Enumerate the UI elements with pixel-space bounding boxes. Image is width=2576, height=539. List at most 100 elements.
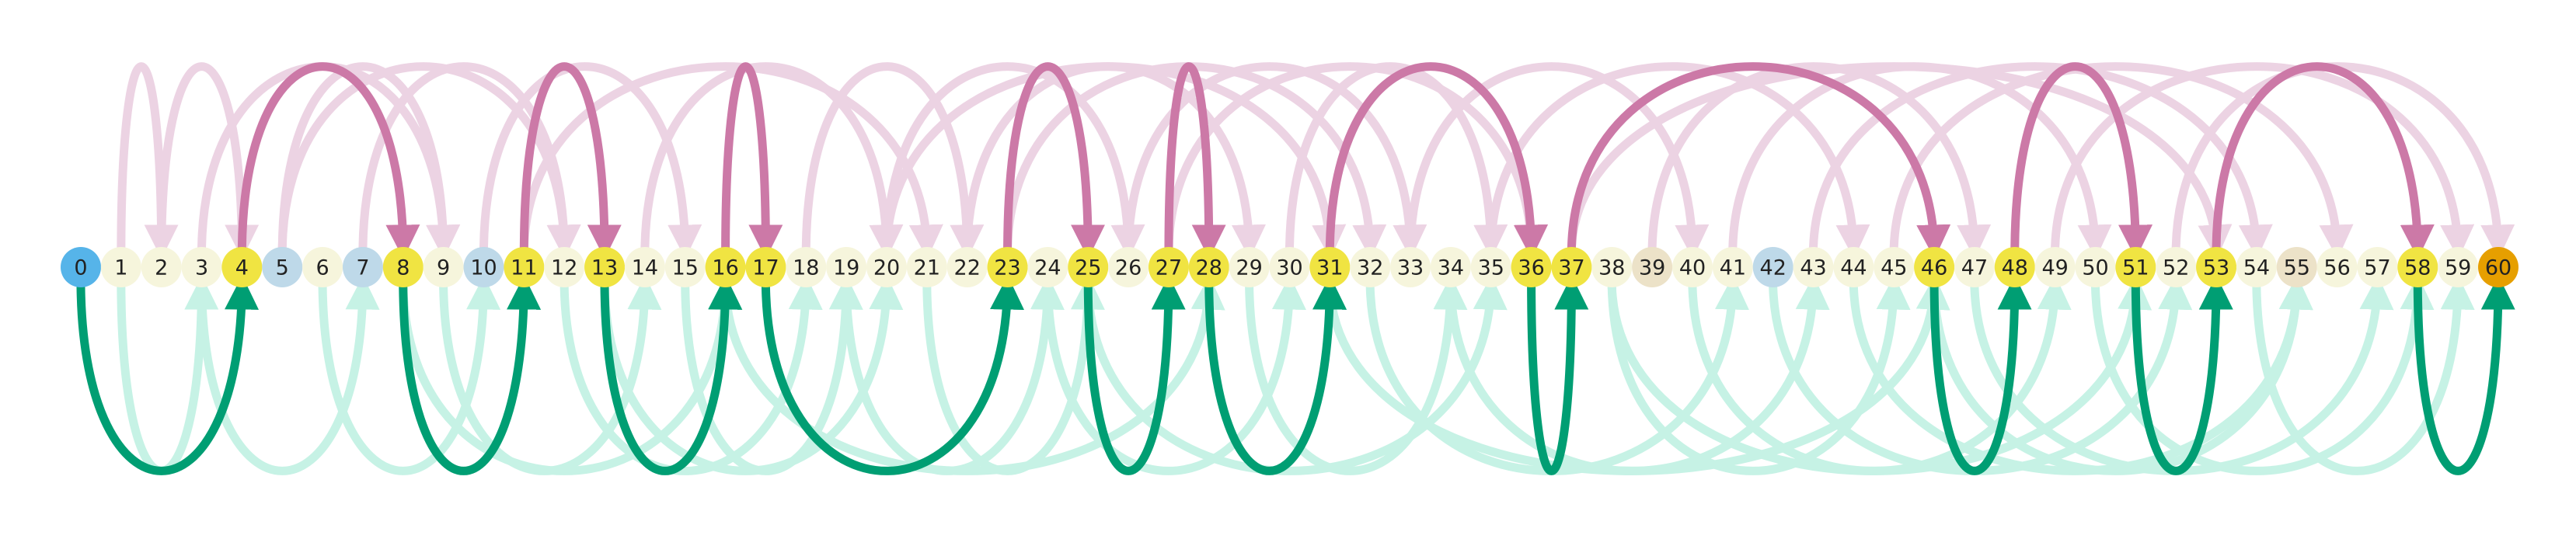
node-circle <box>1712 247 1753 287</box>
node-11: 11 <box>504 247 545 287</box>
node-circle <box>1511 247 1552 287</box>
node-circle <box>866 247 907 287</box>
nodes: 0 1 2 3 4 5 6 7 8 9 10 11 12 13 14 15 16 17 18 19 20 21 22 23 24… <box>61 247 2518 287</box>
background-edge-6-10 <box>318 275 501 475</box>
background-edges <box>117 62 2515 475</box>
node-circle <box>262 247 303 287</box>
node-label: 42 <box>1760 256 1786 280</box>
node-2: 2 <box>141 247 182 287</box>
node-label: 27 <box>1156 256 1182 280</box>
node-55: 55 <box>2276 247 2317 287</box>
node-27: 27 <box>1148 247 1189 287</box>
node-14: 14 <box>624 247 665 287</box>
node-circle <box>544 247 585 287</box>
node-circle <box>2196 247 2237 287</box>
node-circle <box>463 247 504 287</box>
node-label: 9 <box>437 256 450 280</box>
node-label: 1 <box>114 256 127 280</box>
node-label: 10 <box>470 256 497 280</box>
node-46: 46 <box>1914 247 1955 287</box>
node-label: 50 <box>2082 256 2108 280</box>
path-edge-51-53 <box>2131 275 2233 475</box>
background-edge-1-2 <box>117 62 179 259</box>
node-22: 22 <box>946 247 988 287</box>
node-circle <box>1994 247 2035 287</box>
node-circle <box>664 247 706 287</box>
background-edge-5-9 <box>277 62 461 259</box>
node-label: 46 <box>1921 256 1947 280</box>
path-edge-17-23 <box>761 275 1024 475</box>
node-40: 40 <box>1672 247 1713 287</box>
node-circle <box>100 247 141 287</box>
node-circle <box>1309 247 1351 287</box>
node-circle <box>987 247 1028 287</box>
node-circle <box>906 247 947 287</box>
node-circle <box>382 247 424 287</box>
node-circle <box>1752 247 1793 287</box>
node-circle <box>1350 247 1391 287</box>
node-circle <box>302 247 343 287</box>
path-edge-27-28 <box>1164 62 1226 259</box>
node-circle <box>1591 247 1633 287</box>
node-45: 45 <box>1874 247 1915 287</box>
node-circle <box>181 247 222 287</box>
node-label: 52 <box>2163 256 2189 280</box>
node-4: 4 <box>221 247 263 287</box>
node-24: 24 <box>1027 247 1068 287</box>
background-edge-38-51 <box>1607 275 2152 475</box>
node-circle <box>2156 247 2197 287</box>
node-label: 60 <box>2485 256 2512 280</box>
node-label: 24 <box>1034 256 1061 280</box>
node-label: 54 <box>2243 256 2270 280</box>
background-edge-3-7 <box>197 275 380 475</box>
background-edge-46-55 <box>1929 275 2313 475</box>
node-8: 8 <box>382 247 424 287</box>
node-label: 39 <box>1639 256 1665 280</box>
node-label: 36 <box>1518 256 1544 280</box>
node-circle <box>221 247 263 287</box>
node-label: 21 <box>914 256 940 280</box>
path-edge-13-16 <box>600 275 743 475</box>
path-edge-37-46 <box>1567 62 1951 259</box>
node-circle <box>745 247 786 287</box>
node-label: 35 <box>1478 256 1504 280</box>
node-label: 53 <box>2203 256 2229 280</box>
background-edge-43-54 <box>1809 62 2273 259</box>
node-29: 29 <box>1229 247 1270 287</box>
node-circle <box>1914 247 1955 287</box>
node-34: 34 <box>1430 247 1471 287</box>
node-circle <box>141 247 182 287</box>
path-edge-28-31 <box>1204 275 1347 475</box>
path-edges <box>76 62 2515 475</box>
node-10: 10 <box>463 247 504 287</box>
node-label: 55 <box>2284 256 2310 280</box>
node-12: 12 <box>544 247 585 287</box>
background-edge-10-15 <box>479 62 702 259</box>
path-edge-31-36 <box>1325 62 1549 259</box>
node-label: 13 <box>591 256 618 280</box>
node-label: 32 <box>1357 256 1383 280</box>
background-edge-8-16 <box>399 275 742 475</box>
node-label: 16 <box>712 256 738 280</box>
node-label: 56 <box>2323 256 2350 280</box>
node-43: 43 <box>1793 247 1834 287</box>
node-30: 30 <box>1269 247 1310 287</box>
node-50: 50 <box>2075 247 2116 287</box>
node-19: 19 <box>826 247 867 287</box>
node-circle <box>342 247 383 287</box>
node-label: 51 <box>2122 256 2149 280</box>
node-label: 33 <box>1397 256 1424 280</box>
background-edge-13-20 <box>600 275 904 475</box>
node-circle <box>423 247 464 287</box>
node-circle <box>2115 247 2156 287</box>
node-circle <box>946 247 988 287</box>
node-label: 6 <box>316 256 329 280</box>
node-label: 43 <box>1800 256 1826 280</box>
background-edge-16-28 <box>721 275 1225 475</box>
node-52: 52 <box>2156 247 2197 287</box>
node-label: 30 <box>1276 256 1302 280</box>
node-label: 7 <box>356 256 369 280</box>
node-36: 36 <box>1511 247 1552 287</box>
node-circle <box>826 247 867 287</box>
